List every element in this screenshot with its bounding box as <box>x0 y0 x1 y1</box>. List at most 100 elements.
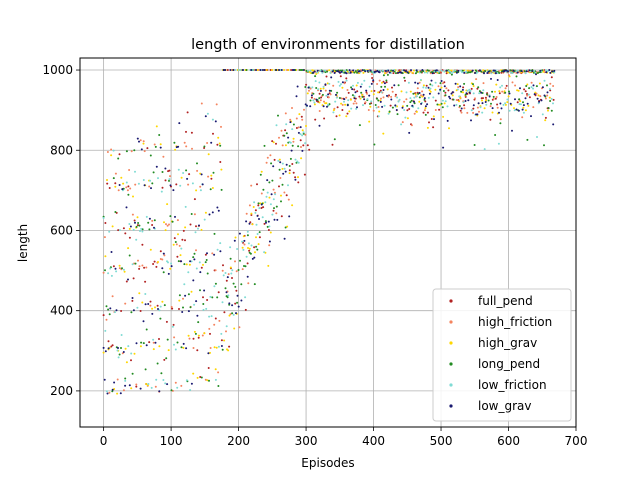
data-point <box>171 220 174 223</box>
data-point <box>138 267 141 270</box>
data-point <box>140 341 143 344</box>
data-point <box>127 185 130 188</box>
data-point <box>546 84 548 87</box>
data-point <box>460 107 463 110</box>
data-point <box>540 99 543 102</box>
data-point <box>152 348 155 351</box>
data-point <box>426 71 429 74</box>
data-point <box>300 115 303 118</box>
data-point <box>168 223 170 226</box>
data-point <box>263 69 266 71</box>
data-point <box>451 94 454 97</box>
data-point <box>202 308 205 311</box>
data-point <box>157 308 159 310</box>
data-point <box>234 260 236 263</box>
data-point <box>515 108 518 111</box>
data-point <box>354 100 356 103</box>
data-point <box>183 141 186 144</box>
data-point <box>193 213 196 216</box>
data-point <box>275 69 278 71</box>
data-point <box>172 323 175 326</box>
data-point <box>163 221 165 224</box>
data-point <box>483 72 485 75</box>
data-point <box>511 129 513 132</box>
data-point <box>325 102 328 105</box>
data-point <box>525 85 528 87</box>
data-point <box>421 95 424 98</box>
data-point <box>341 86 344 89</box>
data-point <box>424 105 427 108</box>
data-point <box>362 71 365 74</box>
data-point <box>549 82 552 85</box>
data-point <box>193 258 196 261</box>
data-point <box>398 98 401 101</box>
data-point <box>147 221 150 224</box>
data-point <box>265 221 267 224</box>
data-point <box>315 87 318 89</box>
data-point <box>550 109 553 112</box>
data-point <box>477 86 480 89</box>
data-point <box>288 172 291 175</box>
data-point <box>476 87 479 90</box>
data-point <box>146 147 149 150</box>
data-point <box>268 244 271 247</box>
data-point <box>218 319 221 322</box>
data-point <box>300 157 303 160</box>
data-point <box>387 69 390 72</box>
data-point <box>496 79 499 81</box>
data-point <box>553 69 556 72</box>
data-point <box>282 172 285 175</box>
data-point <box>508 75 511 78</box>
data-point <box>416 82 419 85</box>
data-point <box>122 389 125 392</box>
data-point <box>186 177 189 180</box>
data-point <box>523 88 526 91</box>
data-point <box>288 215 291 218</box>
data-point <box>550 76 553 79</box>
data-point <box>123 270 126 273</box>
data-point <box>350 107 353 110</box>
data-point <box>324 69 326 72</box>
data-point <box>509 69 512 72</box>
data-point <box>482 69 485 72</box>
data-point <box>528 87 531 90</box>
data-point <box>296 85 299 88</box>
data-point <box>328 69 331 72</box>
data-point <box>330 76 333 79</box>
data-point <box>155 165 158 168</box>
data-point <box>226 276 229 279</box>
data-point <box>489 105 492 108</box>
data-point <box>128 223 131 225</box>
data-point <box>232 313 235 316</box>
data-point <box>373 89 376 92</box>
data-point <box>493 69 496 72</box>
data-point <box>377 99 380 102</box>
data-point <box>472 92 475 95</box>
data-point <box>253 246 256 249</box>
data-point <box>211 211 214 214</box>
data-point <box>297 145 300 148</box>
data-point <box>353 97 356 100</box>
data-point <box>245 255 248 258</box>
data-point <box>104 255 107 258</box>
data-point <box>423 97 426 100</box>
data-point <box>503 69 506 72</box>
data-point <box>248 222 251 225</box>
data-point <box>494 97 497 100</box>
data-point <box>268 240 271 243</box>
data-point <box>198 261 201 264</box>
data-point <box>104 269 106 272</box>
data-point <box>142 320 145 323</box>
data-point <box>217 209 220 212</box>
data-point <box>373 143 376 146</box>
data-point <box>220 332 223 335</box>
data-point <box>549 100 552 102</box>
data-point <box>205 259 208 261</box>
data-point <box>368 94 371 97</box>
data-point <box>292 123 295 126</box>
data-point <box>110 154 113 157</box>
data-point <box>195 300 198 303</box>
data-point <box>252 69 254 71</box>
data-point <box>434 81 437 84</box>
data-point <box>255 245 258 248</box>
